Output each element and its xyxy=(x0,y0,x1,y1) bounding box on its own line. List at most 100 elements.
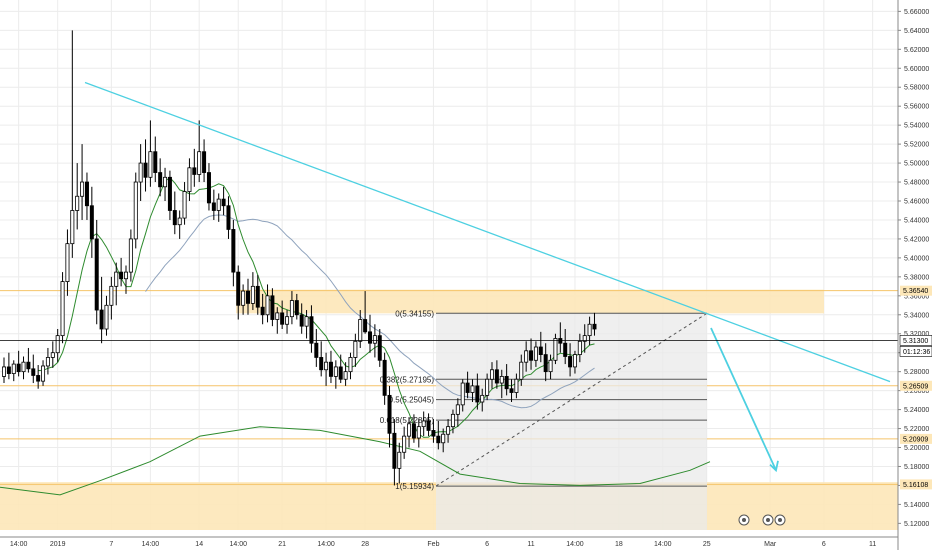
candle-up xyxy=(216,198,221,211)
candle-up xyxy=(499,376,504,384)
candle-up xyxy=(407,423,412,437)
candle-up xyxy=(114,271,119,287)
price-tick-label: 5.54000 xyxy=(904,123,929,130)
tag-level-4-bg xyxy=(900,479,932,490)
time-tick-label: 14:00 xyxy=(566,541,584,548)
candle-down xyxy=(6,366,11,374)
trendline-drawings[interactable] xyxy=(0,81,898,473)
candle-down xyxy=(299,314,304,327)
candle-down xyxy=(494,369,499,384)
candle-down xyxy=(314,342,319,358)
candle-down xyxy=(31,368,36,376)
tag-level-1-bg xyxy=(900,285,932,296)
candle-down xyxy=(563,342,568,357)
candle-down xyxy=(294,300,299,316)
price-tick-label: 5.62000 xyxy=(904,47,929,54)
event-marker-dot-icon xyxy=(778,518,782,522)
candle-up xyxy=(353,340,358,358)
candle-up xyxy=(416,426,421,439)
candle-up xyxy=(128,238,133,273)
candle-down xyxy=(245,290,250,304)
price-tick-label: 5.18000 xyxy=(904,464,929,471)
candle-down xyxy=(153,151,158,173)
candle-down xyxy=(16,363,21,373)
tag-countdown-bg xyxy=(899,346,932,357)
candle-down xyxy=(192,167,197,175)
candle-up xyxy=(250,285,255,304)
candle-down xyxy=(280,312,285,325)
candle-down xyxy=(202,151,207,173)
descending-trendline[interactable] xyxy=(84,81,891,383)
candle-down xyxy=(119,271,124,280)
candle-up xyxy=(470,385,475,393)
candle-up xyxy=(187,167,192,192)
price-tick-label: 5.36000 xyxy=(904,293,929,300)
candle-down xyxy=(328,361,333,377)
time-tick-label: 18 xyxy=(615,541,623,548)
candle-up xyxy=(45,357,50,367)
candle-down xyxy=(226,205,231,230)
candle-down xyxy=(231,229,236,273)
candle-up xyxy=(109,285,114,306)
candle-up xyxy=(285,316,290,325)
candle-up xyxy=(324,361,329,371)
candle-up xyxy=(348,357,353,373)
candle-up xyxy=(587,323,592,337)
time-tick-label: 28 xyxy=(361,541,369,548)
time-axis[interactable]: 14:00 2019 7 14:00 14 14:00 21 14:00 28 Feb 6 11 14:… xyxy=(0,536,898,548)
candle-down xyxy=(94,238,99,311)
candle-up xyxy=(133,181,138,240)
time-tick-label: 6 xyxy=(822,541,826,548)
candle-up xyxy=(519,361,524,380)
price-tick-label: 5.50000 xyxy=(904,161,929,168)
candle-down xyxy=(558,338,563,344)
candle-up xyxy=(65,243,70,282)
candle-up xyxy=(582,335,587,342)
price-tick-label: 5.52000 xyxy=(904,142,929,149)
candle-down xyxy=(309,316,314,344)
candle-up xyxy=(572,354,577,368)
fib-background xyxy=(436,313,707,530)
resistance-zone xyxy=(236,289,824,314)
candle-up xyxy=(265,295,270,316)
candle-down xyxy=(158,172,163,188)
candle-up xyxy=(2,366,7,377)
candle-up xyxy=(197,151,202,175)
price-tick-label: 5.40000 xyxy=(904,255,929,262)
candle-up xyxy=(455,404,460,415)
time-tick-label: 14:00 xyxy=(142,541,160,548)
candle-up xyxy=(397,451,402,469)
time-tick-label: 14 xyxy=(195,541,203,548)
candle-up xyxy=(485,378,490,396)
candle-up xyxy=(11,363,16,374)
fibonacci-retracement[interactable]: 0(5.34155) 0.382(5.27195) 0.5(5.25045) 0.61… xyxy=(380,309,708,530)
candle-up xyxy=(55,335,60,354)
candle-down xyxy=(84,181,89,207)
candle-up xyxy=(333,366,338,377)
candle-up xyxy=(163,176,168,188)
projection-arrow-line[interactable] xyxy=(710,327,777,471)
candle-down xyxy=(99,309,104,330)
candle-up xyxy=(524,350,529,363)
candle-down xyxy=(211,202,216,211)
time-tick-label: 11 xyxy=(869,541,876,548)
ma-long-line xyxy=(0,426,711,496)
candle-down xyxy=(504,376,509,390)
candle-down xyxy=(167,176,172,211)
projection-arrow-head[interactable] xyxy=(769,460,779,473)
tag-level-3-bg xyxy=(900,433,932,444)
candle-up xyxy=(553,338,558,361)
tag-level-1: 5.36540 xyxy=(903,288,928,295)
time-tick-label: 14:00 xyxy=(654,541,672,548)
candle-up xyxy=(372,335,377,344)
candle-up xyxy=(304,316,309,327)
price-axis[interactable]: 5.66000 5.64000 5.62000 5.60000 5.58000 5.560… xyxy=(897,0,929,550)
candlestick-series xyxy=(2,30,597,486)
price-tick-label: 5.64000 xyxy=(904,28,929,35)
candle-up xyxy=(343,371,348,380)
tag-countdown: 01:12:36 xyxy=(903,349,930,356)
candle-up xyxy=(548,359,553,373)
candle-down xyxy=(206,172,211,204)
candle-down xyxy=(260,306,265,316)
